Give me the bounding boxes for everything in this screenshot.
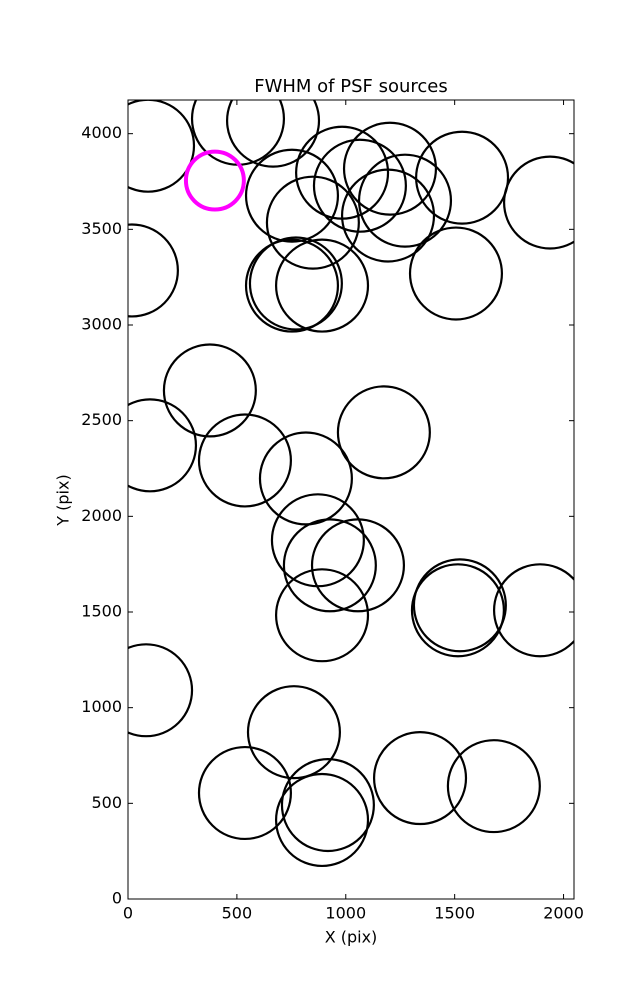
y-tick-label: 1500 [81,602,122,621]
psf-circle [265,175,360,270]
psf-circle [270,493,365,588]
psf-circle [503,155,574,250]
psf-circle [274,238,370,333]
psf-circle [336,385,431,480]
y-tick-label: 3500 [81,219,122,238]
psf-circle [372,731,468,826]
y-tick-label: 0 [112,889,122,908]
psf-circle [310,518,406,613]
psf-circle [274,772,370,868]
psf-circle [410,563,505,658]
psf-circle [282,518,377,613]
psf-circle [415,130,510,225]
x-tick-label: 500 [222,904,253,923]
psf-circle [246,685,341,780]
y-axis-label: Y (pix) [54,474,73,526]
psf-circle [258,431,353,526]
psf-circle [128,100,196,193]
psf-circle [128,223,179,318]
psf-circle [357,153,453,248]
psf-circle [412,558,507,653]
psf-circle [162,343,257,438]
y-tick-label: 1000 [81,697,122,716]
psf-circle [248,236,343,331]
y-tick-label: 2500 [81,410,122,429]
psf-circle [280,758,375,853]
x-tick-label: 0 [123,904,133,923]
psf-circle [244,238,340,333]
psf-circle [492,563,574,658]
y-tick-label: 2000 [81,506,122,525]
psf-circle [197,745,292,841]
psf-circle [128,643,194,738]
psf-circle [183,149,246,212]
x-tick-label: 2000 [543,904,584,923]
axes-frame [127,99,575,900]
x-axis-label: X (pix) [325,928,378,947]
x-tick-label: 1500 [434,904,475,923]
x-tick-label: 1000 [325,904,366,923]
psf-circle [446,739,541,834]
psf-circle [342,121,438,216]
chart-title: FWHM of PSF sources [254,76,448,97]
psf-circle [340,168,436,263]
plot-area [128,100,574,868]
psf-circle [128,398,198,493]
psf-circle [226,100,321,168]
psf-circle [408,226,504,321]
y-tick-label: 3000 [81,315,122,334]
psf-circle [274,568,370,663]
psf-circle [312,138,407,233]
psf-circle [197,413,292,508]
y-tick-label: 500 [91,793,122,812]
psf-circle [244,148,340,243]
y-tick-label: 4000 [81,123,122,142]
